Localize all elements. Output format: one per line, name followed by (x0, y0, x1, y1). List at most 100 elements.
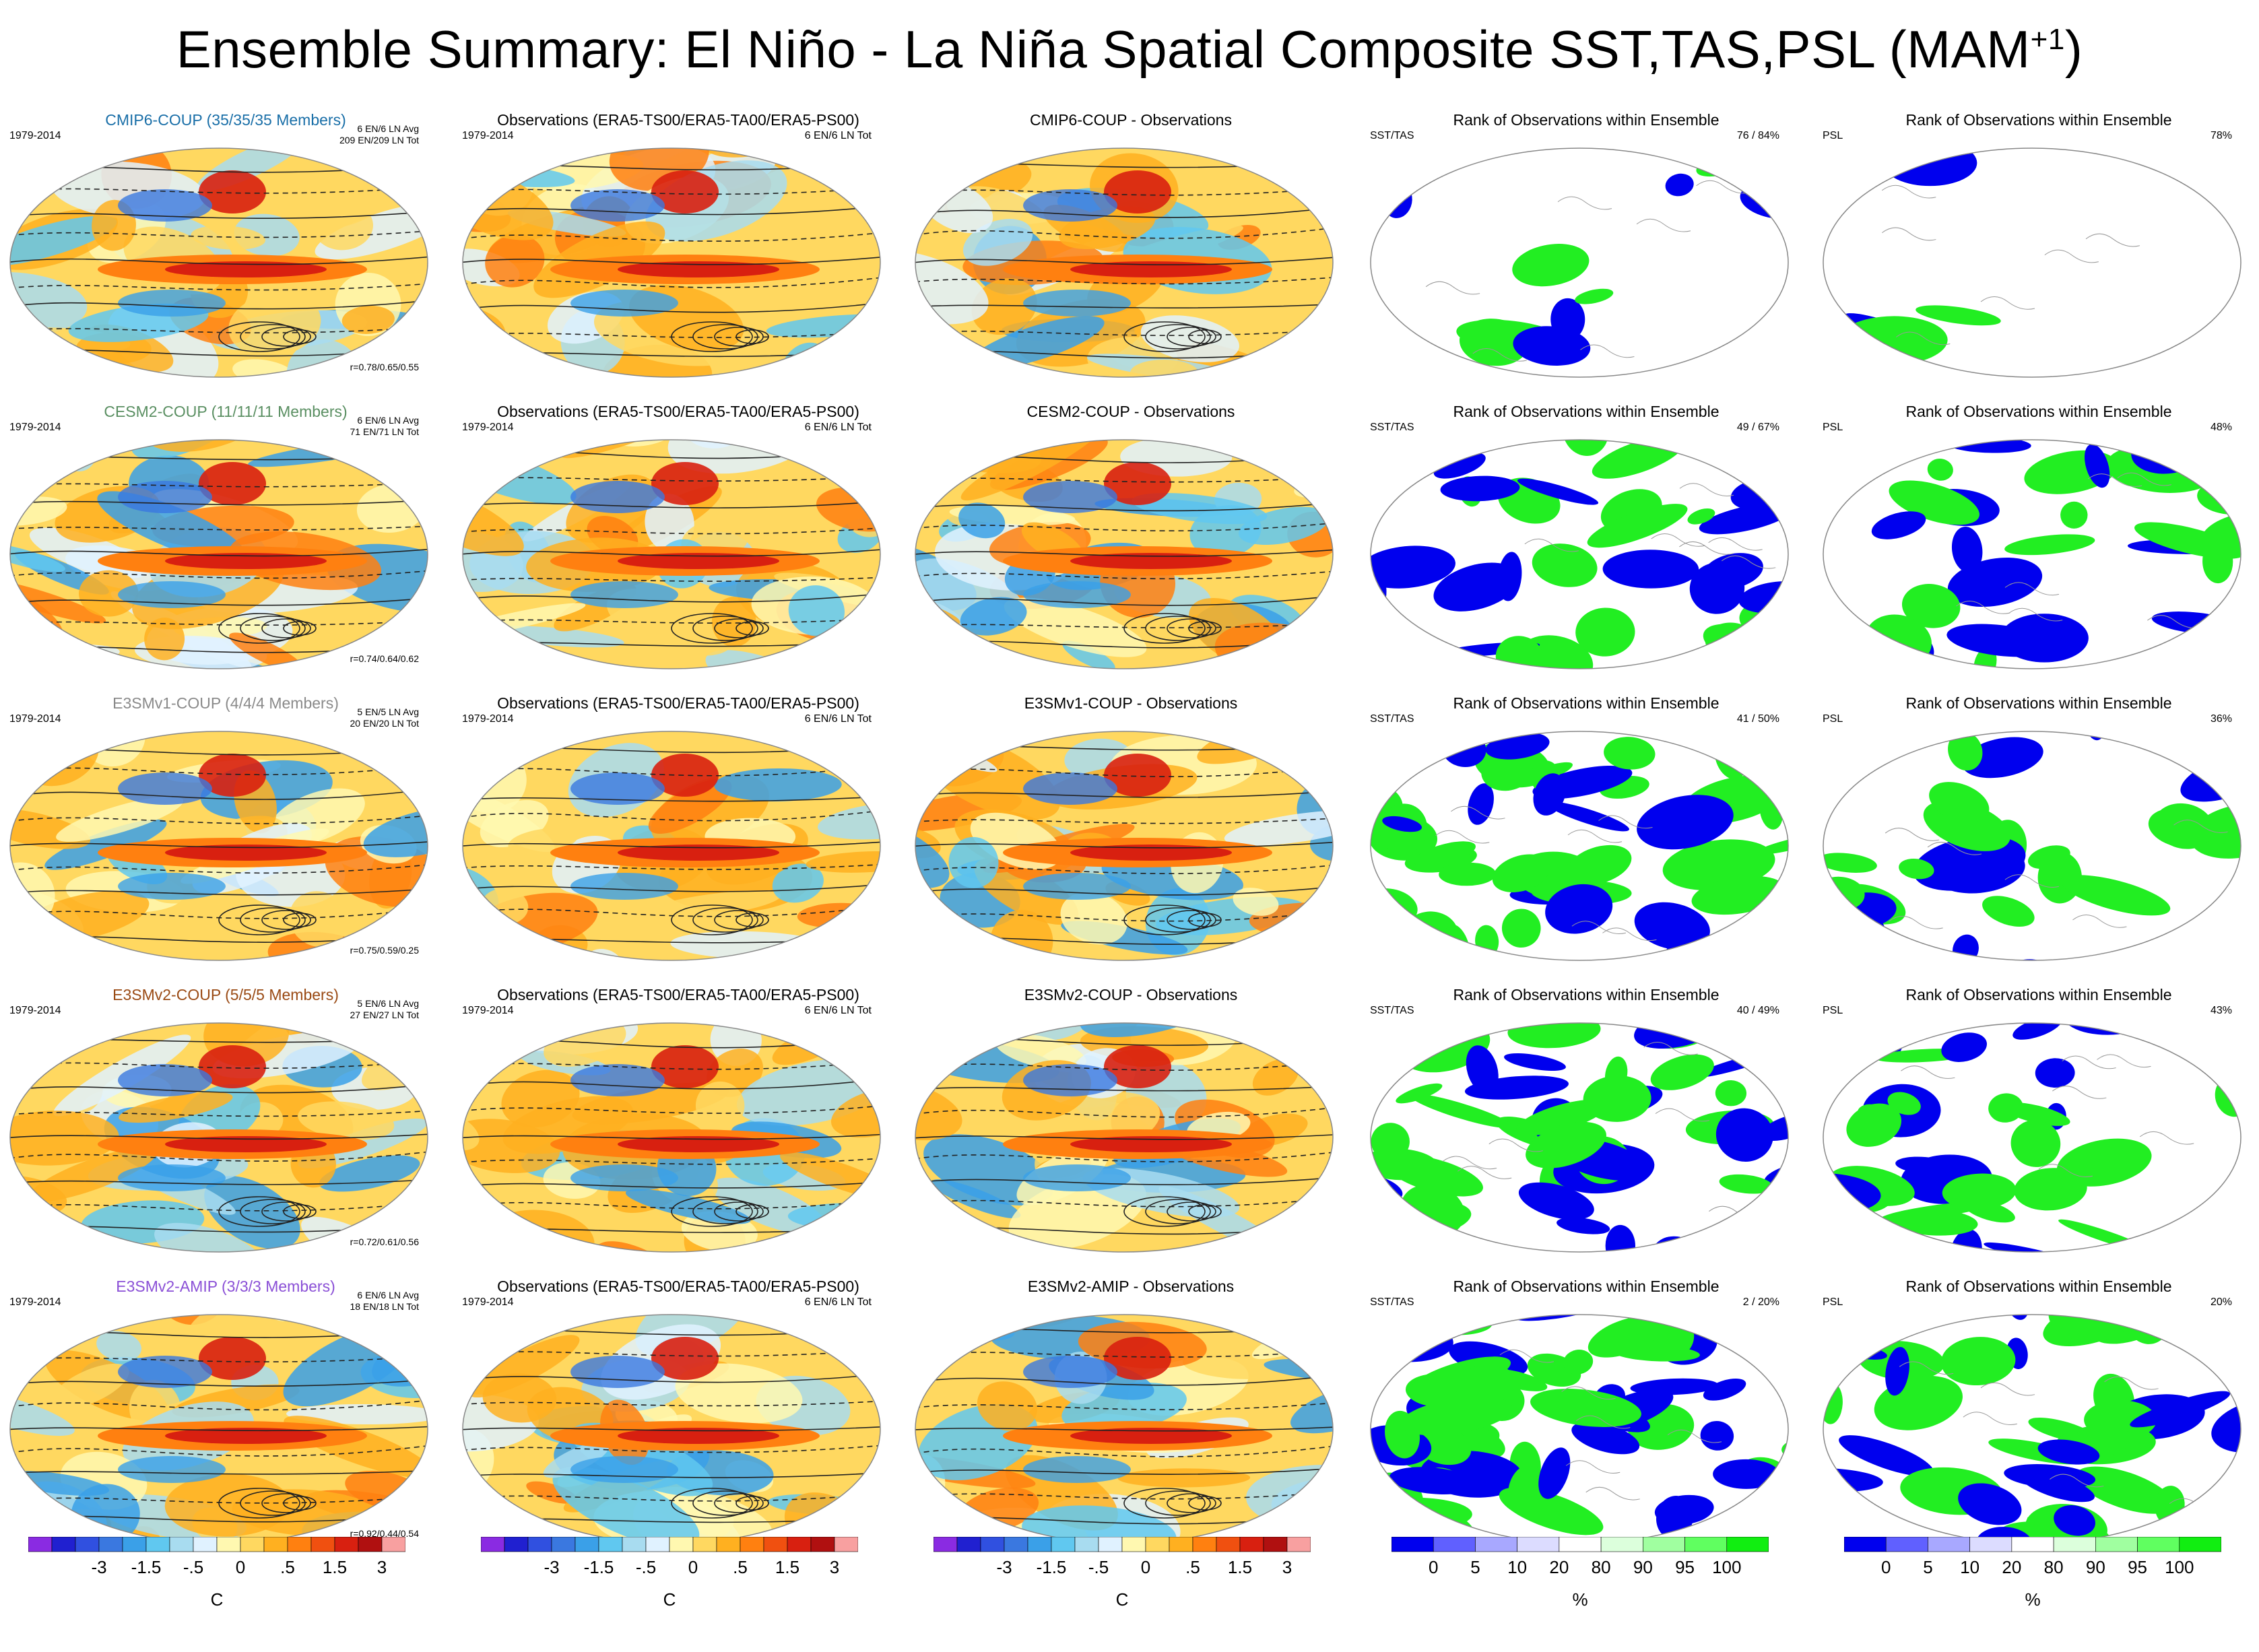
panel-rank-sst: Rank of Observations within Ensemble SST/… (1361, 403, 1812, 692)
temperature-colorbar-tick-label: -.5 (636, 1557, 656, 1577)
panel-title: CESM2-COUP (11/11/11 Members) (104, 403, 348, 420)
temperature-colorbar-tick-label: 1.5 (775, 1557, 799, 1577)
event-counts-avg: 6 EN/6 LN Avg (357, 415, 419, 426)
panel-row-2: CESM2-COUP (11/11/11 Members) 1979-2014 6 … (0, 403, 2259, 692)
temperature-colorbar-swatch (1145, 1537, 1170, 1552)
temperature-colorbar-swatch (358, 1537, 383, 1552)
temperature-colorbar-swatch (481, 1537, 505, 1552)
panel-title: CMIP6-COUP - Observations (1030, 111, 1232, 129)
panel-title: E3SMv2-COUP - Observations (1024, 986, 1238, 1003)
rank-map (1823, 731, 2241, 961)
rank-percent: 41 / 50% (1736, 713, 1779, 725)
panel-obs: Observations (ERA5-TS00/ERA5-TA00/ERA5-P… (453, 1278, 904, 1567)
rank-colorbar-swatch (1726, 1537, 1769, 1552)
rank-colorbar-tick-label: 10 (1507, 1557, 1527, 1577)
rank-percent: 76 / 84% (1736, 130, 1779, 141)
panel-title: E3SMv2-COUP (5/5/5 Members) (112, 986, 339, 1003)
event-counts-total: 20 EN/20 LN Tot (350, 718, 419, 729)
event-counts: 6 EN/6 LN Avg 71 EN/71 LN Tot (350, 415, 419, 438)
event-counts: 5 EN/5 LN Avg 20 EN/20 LN Tot (350, 706, 419, 729)
rank-colorbar-swatch (2095, 1537, 2138, 1552)
period-label: 1979-2014 (462, 1005, 514, 1016)
pattern-correlation: r=0.72/0.61/0.56 (350, 1236, 419, 1247)
temperature-colorbar-swatch (504, 1537, 529, 1552)
panel-title: Rank of Observations within Ensemble (1453, 111, 1720, 129)
event-counts: 6 EN/6 LN Tot (804, 130, 872, 141)
rank-colorbar-swatch (1928, 1537, 1970, 1552)
event-counts: 6 EN/6 LN Tot (804, 422, 872, 433)
temperature-colorbar-tick-label: 1.5 (323, 1557, 347, 1577)
figure-title: Ensemble Summary: El Niño - La Niña Spat… (0, 19, 2259, 80)
panel-row-4: E3SMv2-COUP (5/5/5 Members) 1979-2014 5 EN… (0, 986, 2259, 1276)
temperature-colorbar-swatch (1286, 1537, 1311, 1552)
temperature-colorbar-tick-label: 3 (377, 1557, 387, 1577)
temperature-colorbar-swatch (98, 1537, 123, 1552)
event-counts-total: 71 EN/71 LN Tot (350, 426, 419, 437)
rank-map (1370, 147, 1789, 378)
temperature-colorbar-swatch (51, 1537, 76, 1552)
rank-colorbar-tick-label: 5 (1470, 1557, 1480, 1577)
event-counts: 5 EN/6 LN Avg 27 EN/27 LN Tot (350, 998, 419, 1021)
composite-map (915, 1022, 1334, 1253)
panel-title: Rank of Observations within Ensemble (1905, 986, 2172, 1003)
event-counts-total: 18 EN/18 LN Tot (350, 1301, 419, 1312)
variable-label: SST/TAS (1370, 422, 1414, 433)
temperature-colorbar-swatch (834, 1537, 858, 1552)
rank-colorbar-tick-label: 20 (1549, 1557, 1569, 1577)
panel-title: Rank of Observations within Ensemble (1453, 403, 1720, 420)
panel-rank-psl: Rank of Observations within Ensemble PSL 2… (1813, 1278, 2259, 1567)
panel-title: Observations (ERA5-TS00/ERA5-TA00/ERA5-P… (497, 986, 859, 1003)
rank-colorbar-unit: % (1572, 1589, 1588, 1610)
rank-percent: 40 / 49% (1736, 1005, 1779, 1016)
composite-map (462, 1314, 881, 1544)
rank-colorbar-2: 0 5 10 20 80 90 95 100% (1844, 1537, 2221, 1618)
composite-map (9, 1314, 428, 1544)
temperature-colorbar-tick-label: -1.5 (1037, 1557, 1067, 1577)
temperature-colorbar-swatch (1216, 1537, 1241, 1552)
panel-title: Rank of Observations within Ensemble (1905, 1278, 2172, 1295)
event-counts-avg: 5 EN/5 LN Avg (357, 706, 419, 717)
temperature-colorbar-swatch (240, 1537, 265, 1552)
temperature-colorbar-tick-label: 0 (236, 1557, 245, 1577)
temperature-colorbar-unit: C (1115, 1589, 1129, 1610)
period-label: 1979-2014 (462, 130, 514, 141)
rank-colorbar-swatch (2179, 1537, 2221, 1552)
period-label: 1979-2014 (9, 422, 61, 433)
rank-colorbar-1: 0 5 10 20 80 90 95 100% (1392, 1537, 1769, 1618)
temperature-colorbar-swatch (1121, 1537, 1146, 1552)
temperature-colorbar-swatch (740, 1537, 764, 1552)
rank-colorbar-tick-label: 0 (1881, 1557, 1891, 1577)
panel-title: Observations (ERA5-TS00/ERA5-TA00/ERA5-P… (497, 1278, 859, 1295)
temperature-colorbar-bar: -3 -1.5 -.5 0 .5 1.5 3 (934, 1537, 1311, 1577)
panel-rank-psl: Rank of Observations within Ensemble PSL 3… (1813, 694, 2259, 984)
panel-model: CMIP6-COUP (35/35/35 Members) 1979-2014 6 … (0, 111, 451, 401)
panel-title: Rank of Observations within Ensemble (1905, 111, 2172, 129)
temperature-colorbar-tick-label: 0 (688, 1557, 698, 1577)
panel-title: Observations (ERA5-TS00/ERA5-TA00/ERA5-P… (497, 403, 859, 420)
panel-title: CESM2-COUP - Observations (1026, 403, 1235, 420)
panel-title: Rank of Observations within Ensemble (1905, 694, 2172, 712)
composite-map (9, 1022, 428, 1253)
pattern-correlation: r=0.74/0.64/0.62 (350, 653, 419, 664)
variable-label: PSL (1823, 1296, 1843, 1308)
temperature-colorbar-swatch (1027, 1537, 1052, 1552)
panel-diff: E3SMv1-COUP - Observations (905, 694, 1356, 984)
temperature-colorbar-swatch (310, 1537, 335, 1552)
panel-title: Rank of Observations within Ensemble (1453, 986, 1720, 1003)
pattern-correlation: r=0.78/0.65/0.55 (350, 362, 419, 372)
temperature-colorbar-swatch (692, 1537, 717, 1552)
rank-colorbar-tick-label: 5 (1923, 1557, 1932, 1577)
panel-row-3: E3SMv1-COUP (4/4/4 Members) 1979-2014 5 EN… (0, 694, 2259, 984)
panel-rank-sst: Rank of Observations within Ensemble SST/… (1361, 1278, 1812, 1567)
rank-colorbar-bar: 0 5 10 20 80 90 95 100 (1844, 1537, 2221, 1577)
rank-colorbar-swatch (1969, 1537, 2012, 1552)
panel-diff: E3SMv2-AMIP - Observations (905, 1278, 1356, 1567)
temperature-colorbar-swatch (193, 1537, 218, 1552)
composite-map (462, 1022, 881, 1253)
temperature-colorbar-swatch (787, 1537, 812, 1552)
rank-colorbar-swatch (1684, 1537, 1728, 1552)
panel-row-5: E3SMv2-AMIP (3/3/3 Members) 1979-2014 6 EN… (0, 1278, 2259, 1567)
variable-label: SST/TAS (1370, 1296, 1414, 1308)
rank-colorbar-swatch (1600, 1537, 1643, 1552)
rank-colorbar-swatch (2137, 1537, 2180, 1552)
